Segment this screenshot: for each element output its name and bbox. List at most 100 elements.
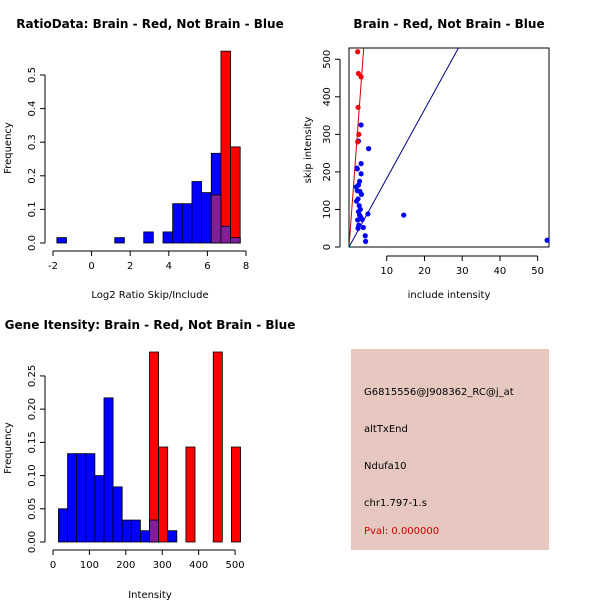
scatter-point-not-brain (358, 161, 364, 167)
scatter-point-not-brain (355, 217, 361, 223)
gene-bar-not-brain (121, 519, 132, 543)
gene-bar-brain (158, 446, 169, 543)
gene-histogram-ylabel: Frequency (3, 422, 14, 474)
scatter-y-tick-label: 500 (322, 50, 333, 69)
scatter-point-not-brain (358, 171, 364, 177)
ratio-bar-not-brain (162, 231, 174, 244)
gene-bar-not-brain (58, 508, 68, 543)
ratio-x-tick-label: 0 (88, 261, 94, 272)
gene-bar-not-brain (130, 519, 141, 543)
gene-x-tick-label: 0 (50, 560, 56, 571)
ratio-histogram-axes: -2 0 2 4 6 8 0.0 0.1 0.2 0.3 0.4 0.5 (27, 67, 249, 272)
gene-bar-not-brain (67, 453, 78, 543)
gene-y-tick-label: 0.10 (27, 464, 38, 486)
ratio-histogram-ylabel: Frequency (3, 122, 14, 174)
scatter-point-brain (356, 131, 362, 137)
scatter-xlabel: include intensity (408, 290, 491, 301)
ratio-x-tick-label: 6 (204, 261, 210, 272)
ratio-bar-not-brain (114, 237, 125, 244)
ratio-x-tick-label: 4 (166, 261, 172, 272)
intensity-scatter: Brain - Red, Not Brain - Blue include in… (303, 17, 550, 301)
ratio-bar-not-brain (181, 203, 193, 244)
gene-x-tick-label: 100 (80, 560, 99, 571)
gene-bar-not-brain (103, 397, 114, 543)
ratio-bar-brain (220, 50, 231, 244)
scatter-point-not-brain (363, 238, 369, 244)
scatter-fit-line-brain (349, 48, 365, 247)
ratio-bar-overlap (210, 194, 222, 244)
gene-bar-not-brain (112, 486, 123, 543)
p-value: Pval: 0.000000 (364, 526, 440, 537)
gene-y-tick-label: 0.05 (27, 498, 38, 520)
scatter-y-tick-label: 200 (322, 162, 333, 181)
scatter-title: Brain - Red, Not Brain - Blue (353, 17, 544, 31)
scatter-point-brain (355, 104, 361, 110)
scatter-point-brain (355, 49, 361, 55)
gene-bar-not-brain (76, 453, 87, 543)
ratio-y-tick-label: 0.0 (27, 235, 38, 251)
ratio-bar-brain (230, 146, 241, 244)
gene-y-tick-label: 0.25 (27, 365, 38, 387)
gene-bar-brain (231, 446, 241, 543)
ratio-x-tick-label: -2 (48, 261, 58, 272)
ratio-histogram-xlabel: Log2 Ratio Skip/Include (91, 290, 208, 301)
scatter-point-not-brain (366, 146, 372, 152)
scatter-point-brain (355, 139, 361, 145)
scatter-point-not-brain (355, 225, 361, 231)
gene-y-tick-label: 0.20 (27, 398, 38, 420)
probe-id: G6815556@J908362_RC@j_at (364, 387, 514, 398)
gene-histogram-axes: 0 100 200 300 400 500 0.00 0.05 0.10 0.15 0.20 0.25 (27, 365, 245, 571)
scatter-point-not-brain (353, 184, 359, 190)
scatter-x-tick-label: 40 (494, 266, 507, 277)
scatter-y-tick-label: 0 (322, 244, 333, 250)
scatter-point-not-brain (359, 216, 365, 223)
ratio-bar-not-brain (56, 237, 67, 244)
gene-bar-brain (212, 351, 223, 543)
gene-x-tick-label: 300 (153, 560, 172, 571)
scatter-point-brain (358, 74, 364, 80)
gene-location: chr1.797-1.s (364, 498, 427, 509)
gene-name: Ndufa10 (364, 461, 407, 472)
scatter-points (353, 49, 550, 244)
scatter-point-not-brain (358, 122, 364, 128)
scatter-ylabel: skip intensity (303, 117, 314, 184)
scatter-x-tick-label: 30 (456, 266, 469, 277)
ratio-y-tick-label: 0.5 (27, 67, 38, 83)
scatter-point-not-brain (353, 198, 360, 204)
scatter-point-not-brain (358, 191, 365, 198)
scatter-plot-box (348, 47, 550, 248)
scatter-point-not-brain (354, 165, 360, 171)
gene-bar-brain (185, 446, 196, 543)
ratio-y-tick-label: 0.4 (27, 101, 38, 117)
ratio-histogram-title: RatioData: Brain - Red, Not Brain - Blue (16, 17, 283, 31)
scatter-x-tick-label: 10 (380, 266, 393, 277)
scatter-x-tick-label: 20 (418, 266, 431, 277)
gene-bar-overlap (149, 519, 160, 543)
ratio-y-tick-label: 0.2 (27, 168, 38, 184)
gene-bar-not-brain (85, 453, 96, 543)
scatter-point-not-brain (362, 233, 368, 239)
scatter-y-tick-label: 300 (322, 125, 333, 144)
ratio-x-tick-label: 8 (243, 261, 249, 272)
ratio-bar-not-brain (191, 181, 203, 244)
ratio-histogram: RatioData: Brain - Red, Not Brain - Blue… (3, 17, 284, 301)
gene-histogram-bars (58, 351, 241, 543)
scatter-point-not-brain (365, 211, 371, 217)
scatter-x-tick-label: 50 (531, 266, 544, 277)
scatter-y-tick-label: 100 (322, 200, 333, 219)
ratio-histogram-bars (56, 50, 241, 244)
ratio-y-tick-label: 0.3 (27, 134, 38, 150)
gene-histogram-xlabel: Intensity (128, 590, 172, 600)
ratio-bar-not-brain (172, 203, 183, 244)
ratio-x-tick-label: 2 (127, 261, 133, 272)
probe-info-panel: G6815556@J908362_RC@j_at altTxEnd Ndufa1… (351, 349, 549, 550)
ratio-bar-overlap (230, 237, 241, 244)
gene-bar-brain (149, 351, 160, 543)
scatter-point-not-brain (401, 212, 407, 218)
gene-bar-not-brain (139, 530, 150, 543)
ratio-y-tick-label: 0.1 (27, 201, 38, 217)
gene-x-tick-label: 400 (189, 560, 208, 571)
gene-y-tick-label: 0.00 (27, 531, 38, 553)
